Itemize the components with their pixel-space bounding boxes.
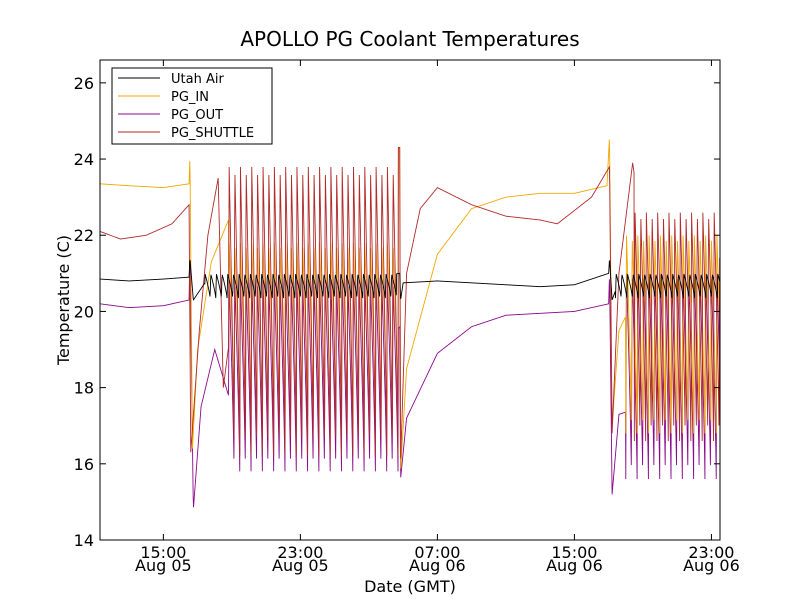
y-tick-label-6: 26 [74,74,94,93]
legend-label-pg-out: PG_OUT [171,108,223,123]
x-tick-date-1: Aug 05 [272,556,329,575]
series-line-pg-out [100,263,720,508]
x-tick-date-3: Aug 06 [546,556,603,575]
x-tick-time-0: 15:00 [140,543,186,562]
x-tick-time-3: 15:00 [551,543,597,562]
x-tick-date-0: Aug 05 [135,556,192,575]
y-tick-label-5: 24 [74,150,94,169]
legend-box [111,67,273,145]
x-axis-label: Date (GMT) [364,577,456,596]
x-tick-time-4: 23:00 [688,543,734,562]
x-tick-time-2: 07:00 [414,543,460,562]
chart-title: APOLLO PG Coolant Temperatures [240,27,579,51]
series-line-pg-shuttle [100,146,720,459]
legend-label-utah-air: Utah Air [171,72,224,87]
series-line-utah-air [100,260,720,301]
y-tick-label-3: 20 [74,302,94,321]
x-tick-time-1: 23:00 [277,543,323,562]
y-axis: 14 16 18 20 22 24 26 [74,74,720,550]
legend-label-pg-shuttle: PG_SHUTTLE [171,126,254,141]
y-tick-label-0: 14 [74,531,94,550]
legend-label-pg-in: PG_IN [171,90,209,105]
y-tick-label-4: 22 [74,226,94,245]
plot-frame [99,59,721,541]
y-axis-label: Temperature (C) [54,235,73,366]
plot-lines [100,139,720,508]
x-tick-date-4: Aug 06 [683,556,740,575]
x-tick-date-2: Aug 06 [409,556,466,575]
y-tick-label-2: 18 [74,379,94,398]
series-line-pg-in [100,139,720,469]
legend: Utah Air PG_IN PG_OUT PG_SHUTTLE [111,67,273,145]
y-tick-label-1: 16 [74,455,94,474]
